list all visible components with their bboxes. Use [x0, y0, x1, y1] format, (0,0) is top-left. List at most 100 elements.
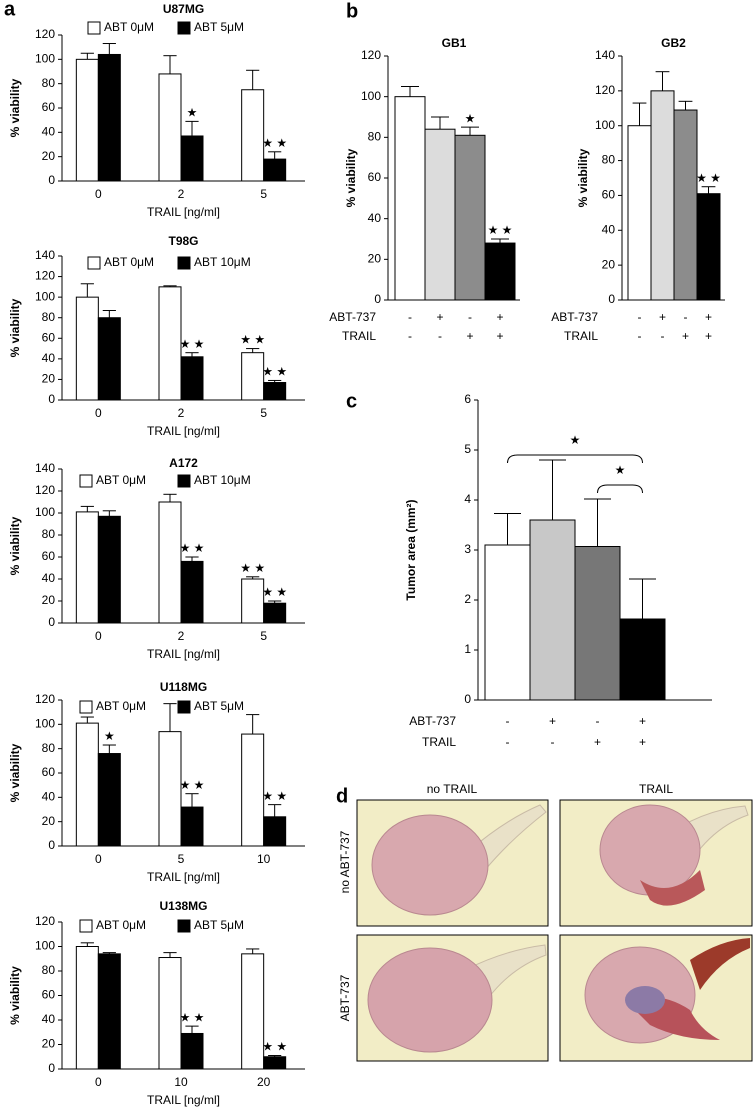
row-label: ABT-737 [551, 310, 598, 324]
row-entry: + [436, 310, 443, 324]
chart: A172 % viability 0 20 40 60 80 100 120 140 0 2 ★ ★ 5 ★… [8, 456, 305, 661]
bar [484, 242, 516, 301]
bar [97, 53, 121, 182]
y-axis-label: % viability [8, 516, 22, 575]
bar [241, 953, 265, 1070]
y-tick-label: 0 [48, 615, 55, 629]
y-tick-label: 60 [42, 100, 56, 114]
bar [394, 96, 426, 301]
significance-marker: ★ ★ [180, 337, 205, 351]
bar [180, 560, 204, 624]
image [356, 799, 549, 927]
y-tick-label: 1 [464, 642, 471, 656]
bar [529, 519, 576, 701]
y-tick-label: 120 [361, 48, 381, 62]
y-tick-label: 60 [42, 549, 56, 563]
bar [75, 511, 99, 624]
x-tick-label: 0 [95, 187, 102, 201]
column-header: no TRAIL [427, 782, 478, 796]
bar [180, 356, 204, 401]
y-axis-label: % viability [8, 743, 22, 802]
x-axis-label: TRAIL [ng/ml] [147, 647, 220, 661]
row-entry: - [408, 329, 412, 343]
y-tick-label: 80 [42, 76, 56, 90]
row-entry: - [506, 714, 510, 728]
row-entry: + [705, 310, 712, 324]
legend-label: ABT 10μM [194, 473, 251, 487]
y-axis-label: % viability [8, 78, 22, 137]
legend-label: ABT 0μM [104, 20, 154, 34]
y-tick-label: 40 [368, 211, 382, 225]
legend-swatch [87, 21, 101, 35]
y-tick-label: 100 [595, 118, 615, 132]
y-axis-label: % viability [344, 148, 358, 207]
image [559, 934, 753, 1062]
y-tick-label: 40 [602, 222, 616, 236]
legend-swatch [79, 700, 93, 714]
x-axis-label: TRAIL [ng/ml] [147, 870, 220, 884]
y-tick-label: 20 [42, 1037, 56, 1051]
bar [180, 135, 204, 182]
x-tick-label: 5 [260, 629, 267, 643]
row-entry: + [682, 329, 689, 343]
legend-swatch [177, 474, 191, 488]
significance-marker: ★ ★ [180, 778, 205, 792]
y-axis-label: % viability [8, 298, 22, 357]
row-entry: - [638, 310, 642, 324]
y-tick-label: 0 [48, 173, 55, 187]
x-tick-label: 5 [260, 406, 267, 420]
x-tick-label: 5 [260, 187, 267, 201]
significance-marker: ★ ★ [488, 223, 513, 237]
x-tick-label: 0 [95, 629, 102, 643]
legend-label: ABT 0μM [96, 473, 146, 487]
chart-title: GB2 [661, 36, 686, 50]
row-entry: - [684, 310, 688, 324]
y-tick-label: 100 [35, 52, 55, 66]
legend-swatch [79, 919, 93, 933]
row-header: no ABT-737 [338, 830, 352, 893]
bar [484, 544, 531, 701]
significance-marker: ★ ★ [696, 171, 721, 185]
bar [241, 578, 265, 624]
x-tick-label: 2 [178, 406, 185, 420]
x-tick-label: 20 [257, 1075, 271, 1089]
bar [241, 733, 265, 847]
y-tick-label: 140 [595, 48, 615, 62]
legend-label: ABT 5μM [194, 699, 244, 713]
y-tick-label: 2 [464, 592, 471, 606]
y-tick-label: 60 [42, 765, 56, 779]
x-axis-label: TRAIL [ng/ml] [147, 205, 220, 219]
significance-marker: ★ ★ [180, 541, 205, 555]
significance-marker: ★ ★ [262, 1040, 287, 1054]
bar [158, 501, 182, 624]
x-tick-label: 0 [95, 406, 102, 420]
row-entry: - [661, 329, 665, 343]
panel-label: d [336, 785, 348, 807]
significance-marker: ★ ★ [262, 585, 287, 599]
significance-marker: ★ ★ [180, 1010, 205, 1024]
significance-marker: ★ [104, 729, 115, 743]
row-entry: - [506, 735, 510, 749]
significance-marker: ★ [187, 106, 198, 120]
y-tick-label: 20 [42, 814, 56, 828]
significance-marker: ★ ★ [240, 561, 265, 575]
y-tick-label: 60 [42, 330, 56, 344]
y-tick-label: 6 [464, 392, 471, 406]
y-tick-label: 100 [35, 289, 55, 303]
y-tick-label: 80 [42, 310, 56, 324]
y-tick-label: 120 [35, 269, 55, 283]
comparison-mark: ★ [570, 433, 581, 447]
y-tick-label: 0 [48, 1061, 55, 1075]
y-tick-label: 100 [35, 939, 55, 953]
column-header: TRAIL [639, 782, 673, 796]
legend-label: ABT 5μM [194, 918, 244, 932]
bar [97, 953, 121, 1070]
x-axis-label: TRAIL [ng/ml] [147, 424, 220, 438]
row-label: TRAIL [342, 329, 376, 343]
y-tick-label: 80 [602, 153, 616, 167]
x-tick-label: 10 [174, 1075, 188, 1089]
significance-marker: ★ [465, 111, 476, 125]
comparison-mark: ★ [615, 463, 626, 477]
y-tick-label: 60 [42, 988, 56, 1002]
